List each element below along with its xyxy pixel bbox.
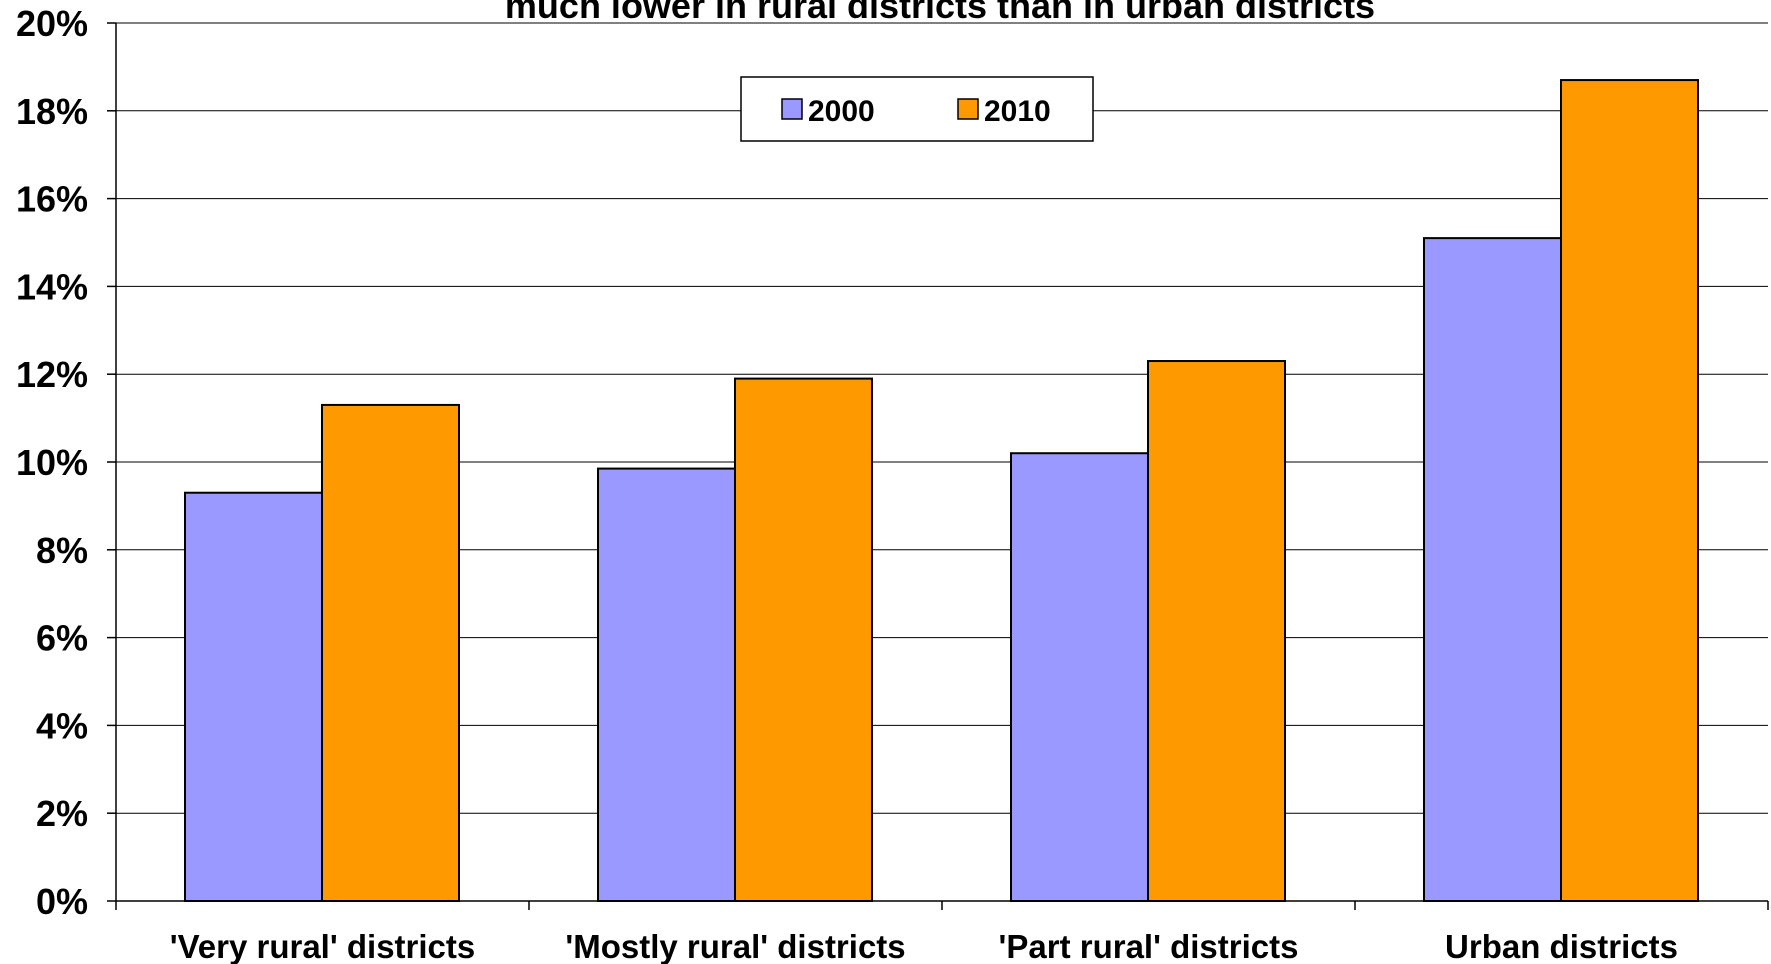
y-tick-label: 18% <box>16 91 88 132</box>
bar-2010-1 <box>734 377 873 902</box>
legend-label-2000: 2000 <box>808 95 875 128</box>
legend-swatch-2010 <box>957 98 979 120</box>
y-tick-label: 16% <box>16 179 88 220</box>
y-tick-label: 14% <box>16 266 88 307</box>
y-tick-label: 6% <box>36 618 88 659</box>
x-axis-labels: 'Very rural' districts 'Mostly rural' dis… <box>115 901 1769 964</box>
bar-2000-1 <box>597 467 736 902</box>
y-tick-label: 2% <box>36 793 88 834</box>
bar-2010-0 <box>321 403 460 902</box>
bar-2000-0 <box>184 491 323 902</box>
y-tick-label: 20% <box>16 3 88 44</box>
bars <box>184 79 1699 903</box>
y-axis-ticks: 0% 2% 4% 6% 8% 10% 12% 14% 16% 18% 20% <box>16 3 116 922</box>
x-category-label: Urban districts <box>1445 928 1678 964</box>
legend: 2000 2010 <box>740 76 1094 142</box>
legend-label-2010: 2010 <box>984 95 1051 128</box>
bar-2010-3 <box>1560 79 1699 902</box>
legend-swatch-2000 <box>781 98 803 120</box>
x-category-label: 'Mostly rural' districts <box>565 928 905 964</box>
x-category-label: 'Very rural' districts <box>170 928 476 964</box>
chart-title: much lower in rural districts than in ur… <box>505 0 1375 26</box>
bar-2010-2 <box>1147 360 1286 902</box>
y-tick-label: 0% <box>36 881 88 922</box>
bar-2000-2 <box>1010 452 1149 902</box>
bar-2000-3 <box>1423 237 1562 903</box>
y-tick-label: 10% <box>16 442 88 483</box>
y-tick-label: 8% <box>36 530 88 571</box>
y-tick-label: 4% <box>36 705 88 746</box>
y-tick-label: 12% <box>16 354 88 395</box>
x-category-label: 'Part rural' districts <box>999 928 1299 964</box>
